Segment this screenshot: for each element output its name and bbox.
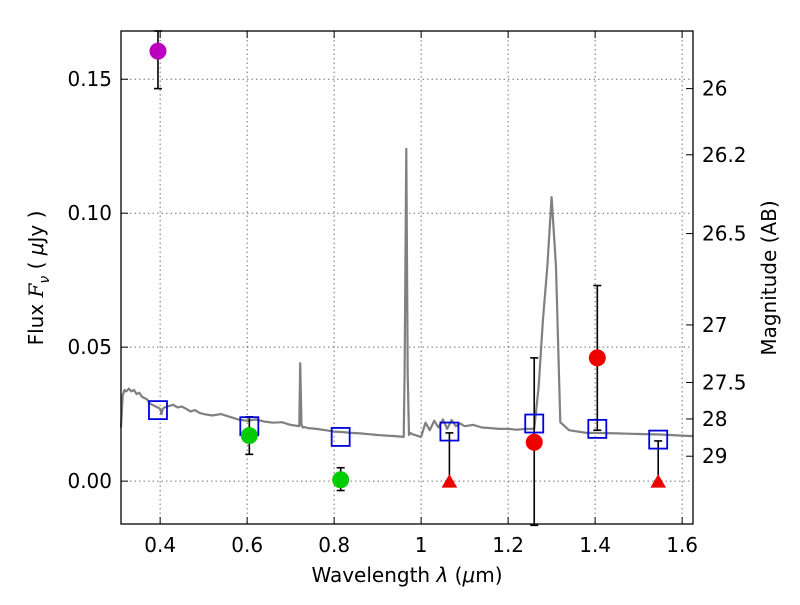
x-tick-label: 1.4 bbox=[579, 533, 611, 557]
x-tick-label: 0.6 bbox=[231, 533, 263, 557]
observed-point bbox=[588, 349, 606, 367]
y2-axis-label: Magnitude (AB) bbox=[757, 200, 781, 355]
observed-point bbox=[240, 427, 258, 445]
y2-tick-label: 26 bbox=[702, 77, 727, 101]
y2-tick-label: 26.2 bbox=[702, 143, 747, 167]
y2-tick-label: 27.5 bbox=[702, 371, 747, 395]
upper-limit-marker bbox=[441, 474, 458, 488]
y2-tick-label: 27 bbox=[702, 313, 727, 337]
observed-point bbox=[149, 42, 167, 60]
model-point bbox=[648, 429, 669, 450]
y2-tick-label: 29 bbox=[702, 444, 727, 468]
observed-point bbox=[525, 433, 543, 451]
model-sed-line bbox=[119, 147, 694, 438]
data-points-layer bbox=[148, 30, 669, 527]
upper-limit-marker bbox=[650, 474, 667, 488]
y-tick-label: 0.15 bbox=[67, 67, 112, 91]
plot-frame bbox=[120, 30, 694, 525]
x-axis-label: Wavelength λ (μm) bbox=[311, 563, 502, 587]
y2-tick-label: 26.5 bbox=[702, 222, 747, 246]
x-tick-label: 1 bbox=[415, 533, 428, 557]
y-tick-label: 0.10 bbox=[67, 201, 112, 225]
x-tick-label: 0.8 bbox=[318, 533, 350, 557]
x-tick-label: 1.6 bbox=[666, 533, 698, 557]
y-tick-label: 0.00 bbox=[67, 469, 112, 493]
y-axis-label: Flux Fν ( μJy ) bbox=[24, 211, 53, 346]
y2-tick-label: 28 bbox=[702, 407, 727, 431]
ticks: 0.4 0.6 0.8 1 1.2 1.4 1.6 0.00 0.05 0.10 0.15 26 26.… bbox=[67, 31, 747, 557]
y-tick-label: 0.05 bbox=[67, 335, 112, 359]
model-point bbox=[524, 413, 545, 434]
model-point bbox=[330, 427, 351, 447]
model-point bbox=[148, 400, 168, 421]
model-sed-layer bbox=[119, 147, 694, 438]
x-tick-label: 1.2 bbox=[492, 533, 524, 557]
model-point bbox=[439, 421, 460, 442]
observed-point bbox=[332, 471, 350, 489]
x-tick-label: 0.4 bbox=[144, 533, 176, 557]
model-point bbox=[587, 418, 608, 439]
